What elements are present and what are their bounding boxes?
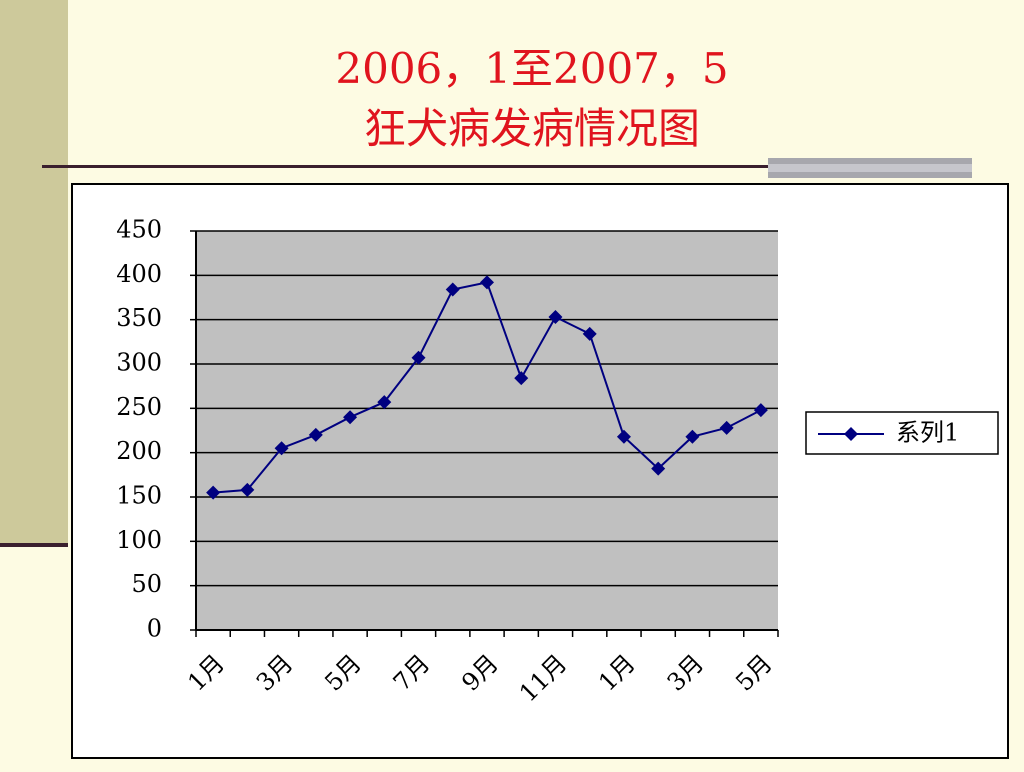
y-tick-label: 50 (131, 570, 162, 598)
data-point (377, 395, 392, 410)
chart-title: 2006，1至2007，5 (335, 44, 728, 93)
data-point (206, 485, 221, 500)
data-point (514, 371, 529, 386)
y-tick-label: 200 (116, 437, 162, 465)
plot-area (196, 231, 778, 630)
side-band (0, 0, 68, 545)
y-tick-label: 300 (116, 349, 162, 377)
data-point (240, 482, 255, 497)
y-tick-label: 450 (116, 216, 162, 244)
data-point (343, 410, 358, 425)
data-point (685, 429, 700, 444)
y-tick-label: 400 (116, 260, 162, 288)
data-point (274, 441, 289, 456)
y-tick-label: 100 (116, 526, 162, 554)
y-tick-label: 250 (116, 393, 162, 421)
data-point (308, 427, 323, 442)
data-point (651, 461, 666, 476)
legend-label: 系列1 (896, 419, 959, 447)
accent-bar-inner (768, 164, 972, 172)
data-point (411, 350, 426, 365)
data-point (753, 403, 768, 418)
y-tick-label: 150 (116, 482, 162, 510)
data-point (480, 275, 494, 290)
legend-marker (844, 427, 858, 441)
data-point (616, 429, 631, 444)
data-point (719, 420, 734, 435)
data-point (445, 282, 460, 297)
title-rule (42, 165, 972, 168)
data-point (548, 310, 563, 325)
chart-title: 狂犬病发病情况图 (364, 104, 700, 153)
y-tick-label: 350 (116, 304, 162, 332)
side-rule (0, 543, 68, 547)
data-point (582, 326, 597, 341)
y-tick-label: 0 (147, 615, 162, 643)
